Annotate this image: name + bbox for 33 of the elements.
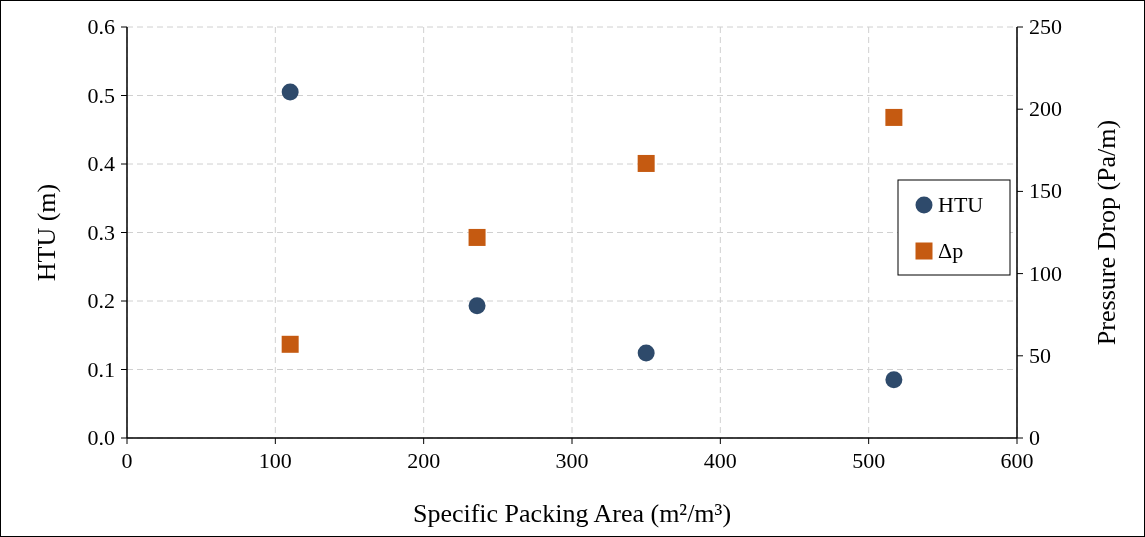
y2-tick-label: 200 xyxy=(1029,96,1062,122)
point xyxy=(885,108,903,126)
legend-label: HTU xyxy=(938,192,984,217)
x-tick-label: 300 xyxy=(555,448,589,473)
y2-tick-label: 250 xyxy=(1029,14,1062,39)
y-tick-label: 0.2 xyxy=(87,288,115,313)
y2-tick-label: 100 xyxy=(1029,260,1062,286)
point xyxy=(281,83,299,101)
x-axis-title: Specific Packing Area (m²/m³) xyxy=(412,499,732,528)
point xyxy=(637,154,655,172)
y2-tick-label: 50 xyxy=(1029,342,1051,368)
x-tick-label: 500 xyxy=(852,448,886,473)
y-axis-title: HTU (m) xyxy=(32,183,61,282)
y2-tick-label: 150 xyxy=(1029,178,1062,204)
point xyxy=(637,344,655,362)
point xyxy=(885,371,903,389)
x-tick-label: 0 xyxy=(121,448,133,473)
point xyxy=(468,228,486,246)
x-tick-label: 400 xyxy=(703,448,737,473)
legend-label: Δp xyxy=(938,238,964,263)
y-tick-label: 0.4 xyxy=(87,151,115,176)
y-tick-label: 0.3 xyxy=(87,219,115,245)
y-tick-label: 0.0 xyxy=(87,425,115,450)
x-tick-label: 200 xyxy=(407,448,441,473)
y-tick-label: 0.5 xyxy=(87,82,115,108)
y-tick-label: 0.6 xyxy=(87,14,115,39)
y2-tick-label: 0 xyxy=(1029,425,1040,450)
point xyxy=(468,297,486,315)
x-tick-label: 600 xyxy=(1000,448,1034,473)
x-tick-label: 100 xyxy=(258,448,292,473)
point xyxy=(281,335,299,353)
y2-axis-title: Pressure Drop (Pa/m) xyxy=(1092,119,1121,346)
y-tick-label: 0.1 xyxy=(87,356,115,382)
